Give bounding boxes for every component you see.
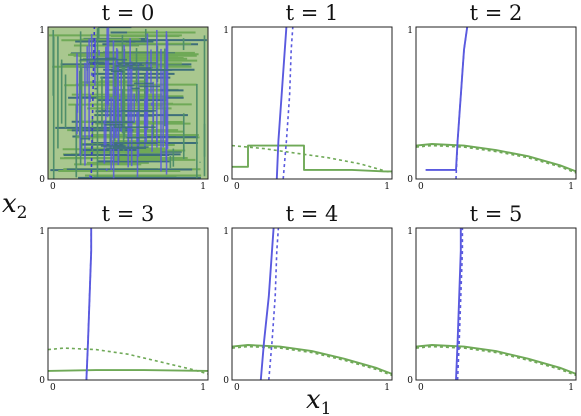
blue-dotted-line: [455, 27, 468, 179]
panel-0: t = 0 0 1 0 1: [39, 1, 209, 192]
panel-frame: [415, 227, 577, 381]
panel-frame: [415, 26, 577, 180]
panel-frame: [47, 26, 209, 180]
y-tick-label: 1: [223, 227, 229, 237]
x-axis-label: x1: [306, 385, 332, 416]
panel-title: t = 5: [470, 202, 523, 226]
y-axis-label-sub: 2: [17, 203, 28, 223]
x-tick-label: 1: [384, 383, 390, 393]
y-axis-label-base: x: [2, 189, 17, 219]
blue-dotted-line: [456, 228, 464, 380]
green-solid-line: [416, 143, 576, 173]
y-tick-label: 1: [39, 227, 45, 237]
x-axis-label-sub: 1: [321, 399, 332, 416]
blue-dotted-line: [282, 27, 294, 179]
panel-title: t = 0: [102, 1, 155, 25]
green-dotted-line: [232, 345, 392, 377]
blue-solid-line: [85, 228, 93, 380]
y-tick-label: 0: [223, 175, 229, 185]
blue-dotted-line: [90, 27, 96, 179]
blue-solid-line: [455, 228, 462, 380]
panel-frame: [47, 227, 209, 381]
x-tick-label: 1: [384, 182, 390, 192]
x-tick-label: 0: [234, 182, 240, 192]
blue-dotted-line: [268, 228, 280, 380]
panel-frame: [231, 227, 393, 381]
green-dotted-line: [232, 144, 392, 174]
y-tick-label: 0: [407, 376, 413, 386]
y-tick-label: 0: [223, 376, 229, 386]
x-tick-label: 1: [568, 182, 574, 192]
y-tick-label: 0: [39, 175, 45, 185]
green-solid-line: [232, 144, 392, 173]
x-tick-label: 0: [418, 383, 424, 393]
panel-frame: [231, 26, 393, 180]
y-tick-label: 1: [407, 227, 413, 237]
plot-area: [48, 27, 208, 179]
panel-title: t = 2: [470, 1, 523, 25]
blue-dotted-line: [85, 228, 92, 380]
green-dotted-line: [48, 347, 208, 375]
green-dotted-line: [416, 345, 576, 377]
blue-solid-line: [275, 27, 288, 179]
x-tick-label: 0: [50, 383, 56, 393]
y-tick-label: 1: [223, 26, 229, 36]
panel-1: t = 1 0 1 0 1: [223, 1, 393, 192]
y-tick-label: 1: [407, 26, 413, 36]
panel-title: t = 1: [286, 1, 339, 25]
x-tick-label: 1: [568, 383, 574, 393]
panel-title: t = 4: [286, 202, 339, 226]
y-tick-label: 0: [39, 376, 45, 386]
y-tick-label: 1: [39, 26, 45, 36]
plot-area: [416, 228, 576, 380]
plot-area: [232, 228, 392, 380]
x-tick-label: 0: [418, 182, 424, 192]
plot-area: [416, 27, 576, 179]
x-axis-label-base: x: [306, 385, 321, 415]
x-tick-label: 0: [234, 383, 240, 393]
panel-3: t = 3 0 1 0 1: [39, 202, 209, 393]
green-dotted-line: [416, 144, 576, 174]
x-tick-label: 1: [200, 383, 206, 393]
panel-5: t = 5 0 1 0 1: [407, 202, 577, 393]
panel-2: t = 2 0 1 0 1: [407, 1, 577, 192]
x-tick-label: 1: [200, 182, 206, 192]
blue-solid-line: [259, 228, 275, 380]
plot-area: [232, 27, 392, 179]
green-noise-series: [48, 27, 208, 179]
panel-title: t = 3: [102, 202, 155, 226]
plot-area: [48, 228, 208, 380]
blue-noise-series: [76, 27, 173, 179]
y-tick-label: 0: [407, 175, 413, 185]
x-tick-label: 0: [50, 182, 56, 192]
panel-4: t = 4 0 1 0 1: [223, 202, 393, 393]
green-solid-line: [232, 344, 392, 375]
y-axis-label: x2: [2, 189, 28, 223]
green-solid-line: [416, 344, 576, 375]
green-solid-line: [48, 369, 208, 372]
